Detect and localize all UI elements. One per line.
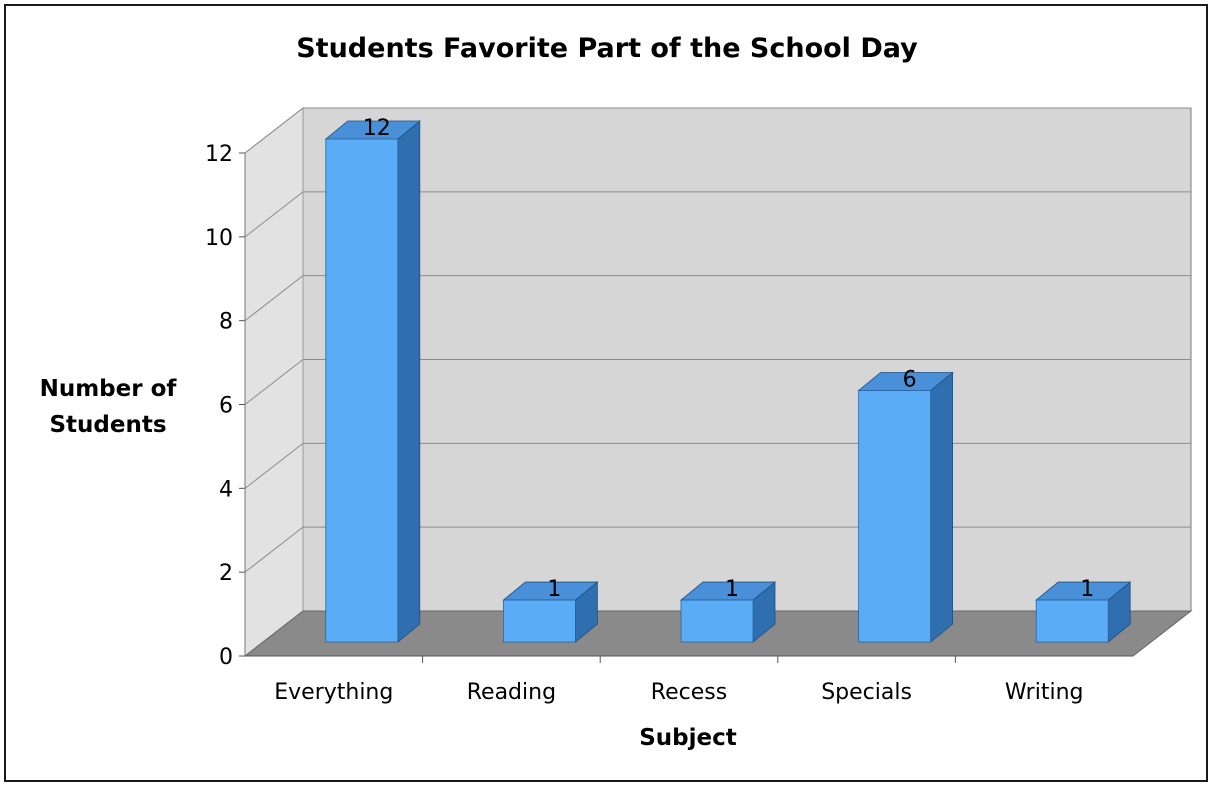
y-tick-label: 10 [205,226,233,251]
x-tick-label: Reading [467,680,556,705]
x-axis-title: Subject [639,725,737,751]
bar [857,371,954,643]
data-label: 1 [1080,577,1094,602]
bar-front [1035,599,1109,643]
gridline-side [244,526,304,573]
chart-title: Students Favorite Part of the School Day [296,33,918,64]
data-label: 12 [363,116,391,141]
gridline-side [244,275,304,322]
bar-front [502,599,576,643]
bar [502,581,599,643]
y-tick-label: 12 [205,142,233,167]
gridline-side [244,191,304,238]
gridline-side [244,107,304,154]
x-tick-label: Everything [274,680,393,705]
y-tick-label: 4 [219,477,233,502]
y-axis-title-line1: Number of [40,376,178,402]
y-axis-title-line2: Students [49,412,166,438]
x-tick-label: Recess [651,680,727,705]
y-tick-label: 6 [219,394,233,419]
x-tick-label: Specials [821,680,912,705]
bar-side [930,371,953,643]
data-label: 6 [903,368,917,393]
bar [324,120,421,643]
bar-side [397,120,421,643]
bar-front [858,390,931,643]
gridline-side [244,359,304,405]
y-tick-label: 0 [219,645,233,670]
bar [679,581,777,643]
data-label: 1 [547,577,561,602]
y-tick-label: 8 [219,310,233,335]
bar [1035,581,1132,643]
x-tick-label: Writing [1005,680,1084,705]
bar-front [325,138,399,643]
data-label: 1 [725,577,739,602]
y-tick-label: 2 [219,561,233,586]
gridline-side [244,442,304,489]
bar-front [680,599,754,643]
